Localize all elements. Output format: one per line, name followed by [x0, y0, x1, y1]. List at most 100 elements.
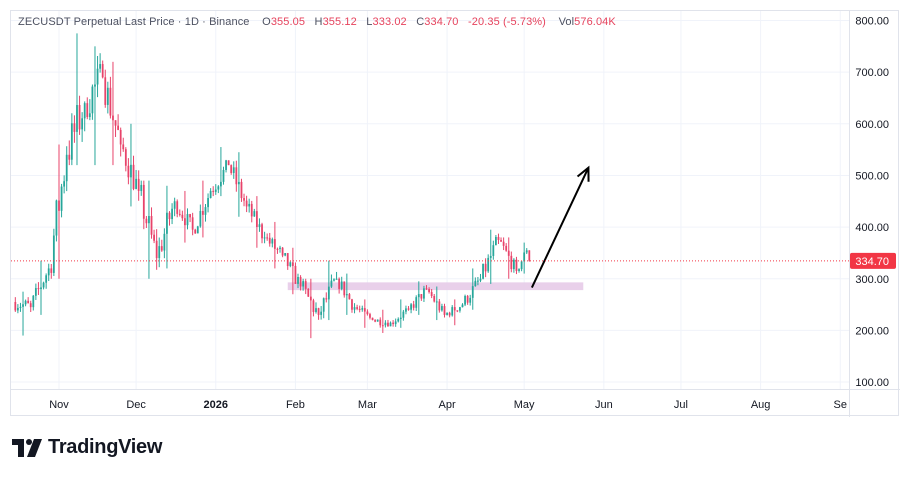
candle-body	[42, 282, 45, 288]
candle-body	[420, 294, 423, 299]
candle-body	[510, 255, 513, 270]
candle-body	[453, 307, 456, 311]
candle-body	[34, 288, 37, 296]
candle-body	[482, 263, 484, 279]
arrow-head	[576, 165, 590, 182]
candle-body	[83, 103, 86, 119]
candle-body	[500, 240, 502, 242]
x-tick-label: Aug	[751, 399, 771, 411]
candle-body	[435, 301, 438, 303]
candle-body	[176, 201, 179, 214]
candle-body	[24, 300, 27, 305]
candle-body	[358, 308, 361, 310]
x-tick-label: Apr	[439, 399, 456, 411]
candle-body	[492, 245, 495, 256]
candle-body	[27, 300, 30, 304]
candle-body	[497, 236, 500, 241]
candle-body	[250, 203, 253, 217]
candle-body	[127, 165, 130, 178]
candle-body	[338, 278, 341, 289]
x-tick-label: Dec	[126, 399, 146, 411]
candle-body	[235, 167, 238, 185]
candle-body	[443, 306, 446, 315]
candle-body	[124, 149, 127, 166]
candle-body	[37, 288, 40, 290]
candle-body	[163, 233, 166, 251]
candle-body	[243, 198, 245, 201]
candle-body	[70, 123, 73, 160]
candle-body	[29, 303, 32, 308]
candle-body	[248, 203, 251, 207]
candle-body	[258, 224, 261, 227]
candle-body	[309, 296, 312, 301]
candle-body	[456, 310, 459, 312]
low-value: 333.02	[372, 16, 407, 28]
price-chart[interactable]: 800.00 700.00 600.00 500.00 400.00 300.00 200.…	[11, 11, 900, 417]
candle-body	[381, 325, 384, 327]
candle-body	[232, 167, 235, 173]
tradingview-logo[interactable]: TradingView	[12, 436, 162, 459]
candle-body	[88, 113, 91, 118]
candle-body	[461, 304, 464, 308]
candle-body	[32, 295, 35, 308]
candle-body	[230, 165, 233, 173]
candle-body	[428, 289, 430, 293]
candle-body	[405, 308, 407, 312]
candle-body	[207, 198, 209, 208]
y-tick-label: 800.00	[855, 16, 889, 28]
y-tick-label: 100.00	[855, 377, 889, 389]
candle-body	[196, 226, 199, 234]
candle-body	[112, 115, 114, 121]
candle-body	[423, 288, 425, 299]
chart-frame[interactable]: 800.00 700.00 600.00 500.00 400.00 300.00 200.…	[10, 10, 900, 417]
y-tick-label: 200.00	[855, 325, 889, 337]
candle-body	[469, 297, 472, 303]
last-price-badge	[850, 252, 896, 269]
candle-body	[50, 268, 53, 273]
candles	[14, 33, 531, 339]
candle-body	[307, 288, 310, 297]
brand-name: TradingView	[48, 436, 163, 458]
candle-body	[16, 307, 19, 311]
candle-body	[523, 252, 526, 262]
candle-body	[361, 308, 364, 310]
candle-body	[268, 237, 271, 244]
candle-body	[137, 178, 140, 191]
candle-body	[153, 234, 155, 241]
candle-body	[466, 295, 469, 303]
candle-body	[407, 308, 410, 310]
candle-body	[363, 308, 366, 312]
low-label: L	[366, 16, 373, 28]
candle-body	[415, 297, 418, 308]
open-label: O	[262, 16, 271, 28]
candle-body	[289, 262, 292, 267]
candle-body	[184, 218, 186, 226]
candle-body	[222, 169, 225, 182]
candle-body	[325, 298, 328, 300]
candle-body	[140, 184, 143, 191]
candle-body	[379, 319, 382, 326]
candle-body	[181, 214, 184, 219]
candle-body	[471, 286, 474, 298]
candle-body	[479, 278, 482, 281]
symbol-title: ZECUSDT Perpetual Last Price · 1D · Bina…	[18, 16, 250, 28]
candle-body	[286, 253, 289, 267]
candle-body	[374, 320, 377, 322]
candle-body	[117, 125, 120, 130]
candle-body	[343, 281, 346, 296]
candle-body	[19, 306, 22, 308]
candle-body	[333, 279, 335, 281]
x-tick-label: Jul	[674, 399, 688, 411]
x-tick-label: Feb	[286, 399, 305, 411]
candle-body	[150, 216, 153, 235]
candle-body	[502, 241, 505, 246]
candle-body	[495, 236, 497, 246]
candle-body	[45, 275, 48, 283]
candle-body	[446, 312, 448, 315]
candle-body	[505, 245, 508, 251]
candle-body	[276, 248, 279, 250]
candle-body	[227, 160, 230, 166]
y-tick-label: 600.00	[855, 119, 889, 131]
chart-legend: ZECUSDT Perpetual Last Price · 1D · Bina…	[18, 16, 616, 28]
candle-body	[65, 154, 68, 182]
